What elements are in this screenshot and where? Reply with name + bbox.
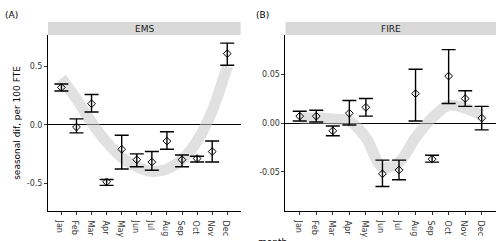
svg-text:Jan: Jan bbox=[294, 220, 303, 233]
svg-text:0.00: 0.00 bbox=[262, 119, 280, 128]
svg-text:Apr: Apr bbox=[101, 221, 110, 236]
svg-text:(B): (B) bbox=[256, 10, 269, 20]
svg-text:EMS: EMS bbox=[135, 24, 154, 34]
svg-text:Jul: Jul bbox=[146, 220, 155, 231]
svg-text:Dec: Dec bbox=[476, 221, 485, 236]
svg-text:Jun: Jun bbox=[376, 220, 385, 234]
svg-text:Mar: Mar bbox=[86, 221, 95, 237]
svg-text:Oct: Oct bbox=[191, 221, 200, 235]
svg-text:seasonal dif, per 100 FTE: seasonal dif, per 100 FTE bbox=[12, 66, 22, 180]
svg-text:May: May bbox=[360, 221, 369, 238]
svg-text:-0.05: -0.05 bbox=[259, 168, 280, 177]
svg-text:FIRE: FIRE bbox=[381, 24, 401, 34]
svg-text:(A): (A) bbox=[5, 10, 18, 20]
svg-text:Jul: Jul bbox=[393, 220, 402, 231]
svg-text:0.0: 0.0 bbox=[30, 121, 43, 130]
svg-text:Oct: Oct bbox=[443, 221, 452, 235]
svg-text:May: May bbox=[116, 221, 125, 238]
svg-text:-0.5: -0.5 bbox=[27, 179, 43, 188]
svg-text:Feb: Feb bbox=[310, 221, 319, 235]
svg-text:Sep: Sep bbox=[426, 221, 435, 236]
svg-text:Nov: Nov bbox=[206, 221, 215, 237]
svg-text:Dec: Dec bbox=[221, 221, 230, 236]
svg-text:0.05: 0.05 bbox=[262, 70, 280, 79]
svg-text:Aug: Aug bbox=[161, 221, 170, 237]
svg-text:Sep: Sep bbox=[176, 221, 185, 236]
svg-text:Jan: Jan bbox=[55, 220, 64, 233]
svg-text:Feb: Feb bbox=[70, 221, 79, 235]
svg-text:Apr: Apr bbox=[343, 221, 352, 236]
svg-text:Nov: Nov bbox=[459, 221, 468, 237]
svg-text:Aug: Aug bbox=[410, 221, 419, 237]
svg-text:Mar: Mar bbox=[327, 221, 336, 237]
svg-text:Jun: Jun bbox=[131, 220, 140, 234]
svg-text:month: month bbox=[258, 237, 287, 241]
svg-text:0.5: 0.5 bbox=[30, 62, 43, 71]
